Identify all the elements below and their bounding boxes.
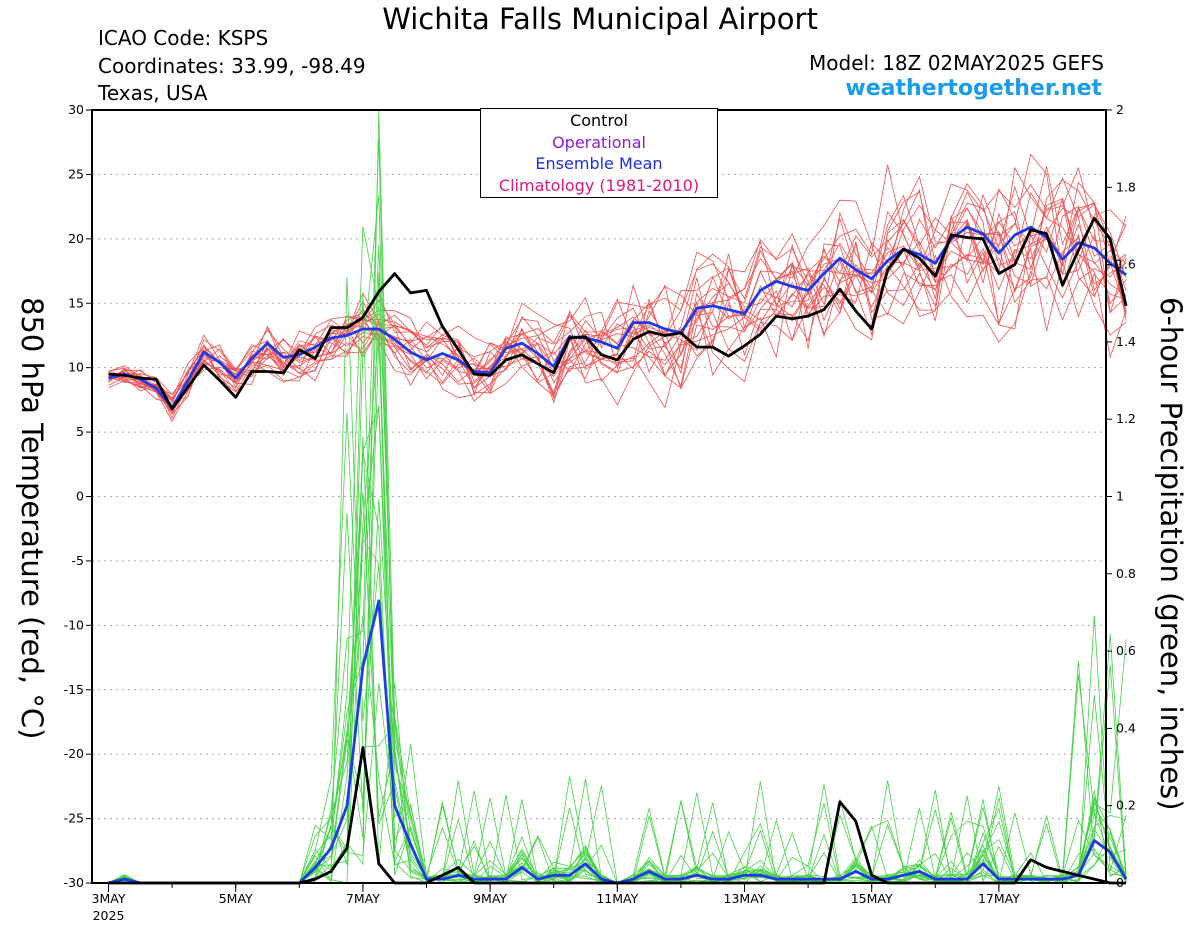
- x-tick-label: 5MAY: [219, 891, 253, 906]
- y-tick-label-left: -15: [64, 682, 84, 697]
- y-tick-label-left: -30: [64, 875, 84, 890]
- legend: Control Operational Ensemble Mean Climat…: [480, 108, 718, 198]
- y-axis-label-right: 6-hour Precipitation (green, inches): [1154, 297, 1188, 811]
- coordinates: Coordinates: 33.99, -98.49: [98, 54, 366, 78]
- y-tick-label-right: 2: [1116, 102, 1124, 117]
- y-tick-label-right: 0: [1116, 875, 1124, 890]
- y-tick-label-left: -25: [64, 811, 84, 826]
- y-tick-label-left: 20: [68, 231, 84, 246]
- y-tick-label-left: 5: [76, 424, 84, 439]
- precipitation-member-line: [108, 406, 1127, 884]
- precipitation-member-line: [108, 332, 1127, 884]
- temperature-member-line: [108, 176, 1127, 413]
- y-tick-label-left: 30: [68, 102, 84, 117]
- precipitation-member-line: [108, 339, 1127, 884]
- precipitation-member-line: [108, 294, 1127, 884]
- y-axis-label-left: 850 hPa Temperature (red, °C): [15, 297, 49, 740]
- x-tick-label: 13MAY: [724, 891, 766, 906]
- legend-operational: Operational: [552, 132, 646, 152]
- x-tick-label: 11MAY: [596, 891, 638, 906]
- y-tick-label-left: 15: [68, 295, 84, 310]
- x-tick-label: 17MAY: [978, 891, 1020, 906]
- y-tick-label-left: 25: [68, 166, 84, 181]
- temperature-member-line: [108, 211, 1127, 404]
- axis-ticks: 302520151050-5-10-15-20-25-3021.81.61.41…: [64, 102, 1136, 923]
- temperature-member-line: [108, 236, 1127, 404]
- region: Texas, USA: [98, 81, 208, 105]
- y-tick-label-left: 0: [76, 489, 84, 504]
- grid-lines: [92, 173, 1106, 820]
- x-tick-label: 7MAY: [346, 891, 380, 906]
- y-tick-label-right: 0.8: [1116, 566, 1136, 581]
- precipitation-member-line: [108, 138, 1127, 884]
- y-tick-label-right: 0.4: [1116, 720, 1136, 735]
- y-tick-label-right: 1.8: [1116, 179, 1136, 194]
- y-tick-label-left: -5: [72, 553, 84, 568]
- legend-climatology: Climatology (1981-2010): [498, 175, 700, 195]
- temperature-member-line: [108, 194, 1127, 410]
- site-link[interactable]: weathertogether.net: [845, 76, 1102, 101]
- legend-control: Control: [570, 111, 628, 130]
- precipitation-member-line: [108, 405, 1127, 884]
- precipitation-member-line: [108, 491, 1127, 884]
- y-tick-label-left: -10: [64, 617, 84, 632]
- icao-code: ICAO Code: KSPS: [98, 26, 269, 50]
- model-run: Model: 18Z 02MAY2025 GEFS: [809, 51, 1104, 75]
- temperature-ensemble-mean-line: [108, 225, 1127, 410]
- temperature-member-line: [108, 166, 1127, 415]
- precipitation-ensemble-mean-line: [108, 599, 1128, 885]
- y-tick-label-left: -20: [64, 746, 84, 761]
- temperature-member-line: [108, 166, 1127, 412]
- precipitation-member-line: [108, 538, 1127, 884]
- temperature-member-line: [108, 191, 1127, 415]
- precipitation-member-line: [108, 436, 1127, 884]
- y-tick-label-right: 1.2: [1116, 411, 1136, 426]
- x-tick-label: 9MAY: [473, 891, 507, 906]
- temperature-control-line: [108, 216, 1128, 411]
- x-tick-label: 3MAY: [92, 891, 126, 906]
- x-tick-label: 15MAY: [851, 891, 893, 906]
- precipitation-member-line: [108, 226, 1127, 884]
- precipitation-member-line: [108, 683, 1127, 884]
- y-tick-label-right: 0.2: [1116, 798, 1136, 813]
- page-title: Wichita Falls Municipal Airport: [382, 2, 818, 36]
- y-tick-label-right: 1.6: [1116, 257, 1136, 272]
- precipitation-member-line: [108, 498, 1127, 884]
- x-tick-year-label: 2025: [93, 908, 125, 923]
- y-tick-label-left: 10: [68, 360, 84, 375]
- temperature-member-line: [108, 201, 1127, 407]
- precipitation-member-line: [108, 615, 1127, 884]
- y-tick-label-right: 1: [1116, 489, 1124, 504]
- y-tick-label-right: 0.6: [1116, 643, 1136, 658]
- temperature-member-line: [108, 166, 1127, 409]
- precipitation-member-line: [108, 413, 1127, 884]
- legend-ensemble-mean: Ensemble Mean: [535, 154, 663, 173]
- y-tick-label-right: 1.4: [1116, 334, 1136, 349]
- precipitation-member-line: [108, 194, 1127, 884]
- temperature-member-line: [108, 181, 1127, 413]
